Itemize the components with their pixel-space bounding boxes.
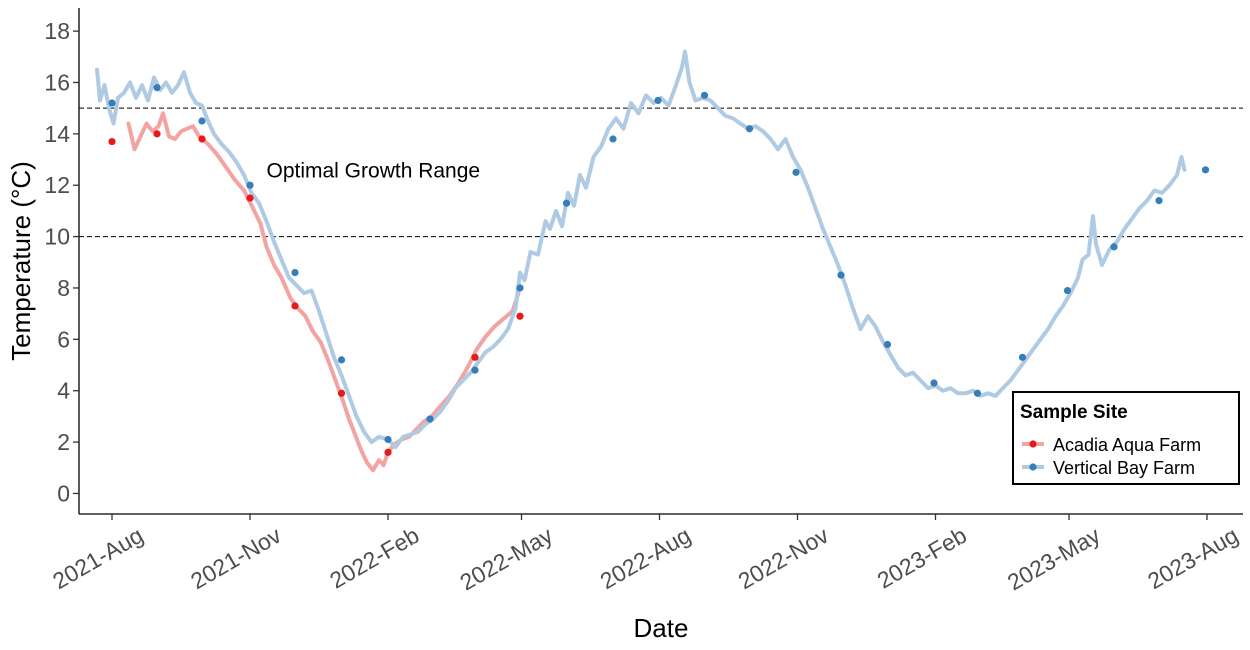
plot-area: Optimal Growth Range — [79, 49, 1243, 473]
series-point-1 — [384, 435, 392, 444]
series-point-1 — [609, 135, 617, 143]
y-tick-label: 10 — [44, 224, 70, 250]
series-line-1 — [95, 49, 1187, 450]
legend-items: Acadia Aqua Farm Vertical Bay Farm — [1022, 435, 1201, 478]
series-point-1 — [1155, 197, 1163, 205]
x-tick-label: 2022-Aug — [596, 522, 695, 594]
y-tick-label: 12 — [44, 172, 70, 198]
series-line-0 — [126, 111, 521, 473]
y-tick-label: 6 — [57, 326, 70, 352]
y-tick-label: 8 — [57, 275, 70, 301]
y-tick-label: 4 — [57, 378, 70, 404]
legend-label: Vertical Bay Farm — [1053, 458, 1195, 478]
series-point-0 — [198, 135, 206, 143]
x-tick-label: 2022-May — [455, 522, 557, 596]
y-tick-label: 14 — [44, 121, 70, 147]
x-tick-label: 2022-Feb — [325, 522, 423, 594]
series-lines — [95, 49, 1187, 473]
x-tick-label: 2023-Aug — [1143, 522, 1242, 594]
x-axis-ticks: 2021-Aug 2021-Nov 2022-Feb 2022-May 2022-Aug… — [48, 514, 1243, 596]
x-tick-label: 2023-Feb — [873, 522, 971, 594]
series-point-0 — [108, 137, 116, 146]
y-tick-label: 18 — [44, 18, 70, 44]
series-point-1 — [471, 366, 479, 374]
legend: Sample Site Acadia Aqua Farm Vertical Bay… — [1012, 391, 1240, 485]
series-point-0 — [471, 353, 479, 361]
series-point-1 — [654, 96, 662, 105]
series-point-1 — [153, 84, 161, 92]
series-point-1 — [1018, 353, 1027, 361]
series-point-1 — [1201, 166, 1210, 174]
legend-box — [1012, 391, 1240, 485]
legend-label: Acadia Aqua Farm — [1053, 435, 1201, 455]
reference-lines — [79, 107, 1243, 238]
series-points — [108, 84, 1210, 456]
series-point-1 — [562, 199, 571, 207]
series-point-1 — [337, 356, 346, 364]
series-point-0 — [153, 130, 161, 138]
series-point-1 — [930, 379, 938, 387]
series-point-0 — [337, 389, 346, 397]
series-point-1 — [837, 271, 845, 279]
axes: 0 2 4 6 8 10 12 14 16 18 2021-Aug 2021-Nov 2022-Feb… — [6, 8, 1243, 643]
y-axis-title: Temperature (°C) — [6, 161, 36, 361]
legend-title: Sample Site — [1020, 402, 1128, 423]
y-axis-ticks: 0 2 4 6 8 10 12 14 16 18 — [44, 18, 79, 506]
series-point-1 — [108, 99, 116, 107]
series-point-1 — [745, 125, 754, 133]
legend-key-point — [1029, 440, 1037, 448]
series-point-0 — [516, 312, 524, 320]
series-point-1 — [1063, 286, 1072, 295]
x-axis-title: Date — [634, 613, 689, 643]
y-tick-label: 2 — [57, 429, 70, 455]
y-tick-label: 0 — [57, 480, 70, 506]
optimal-growth-annotation: Optimal Growth Range — [267, 160, 481, 183]
series-point-0 — [246, 194, 254, 202]
series-point-0 — [291, 302, 299, 310]
x-tick-label: 2023-May — [1003, 522, 1105, 596]
x-tick-label: 2022-Nov — [734, 522, 834, 595]
series-point-0 — [384, 448, 392, 456]
x-tick-label: 2021-Nov — [186, 522, 286, 595]
series-point-1 — [516, 284, 524, 292]
series-point-1 — [883, 340, 892, 349]
x-tick-label: 2021-Aug — [48, 522, 147, 594]
series-point-1 — [426, 415, 434, 423]
series-point-1 — [198, 117, 206, 125]
series-point-1 — [792, 168, 800, 176]
series-point-1 — [1110, 243, 1118, 251]
series-point-1 — [291, 268, 299, 277]
series-point-1 — [973, 389, 982, 397]
legend-key-point — [1029, 463, 1037, 471]
y-tick-label: 16 — [44, 69, 70, 95]
series-point-1 — [700, 91, 709, 99]
series-point-1 — [246, 181, 254, 189]
